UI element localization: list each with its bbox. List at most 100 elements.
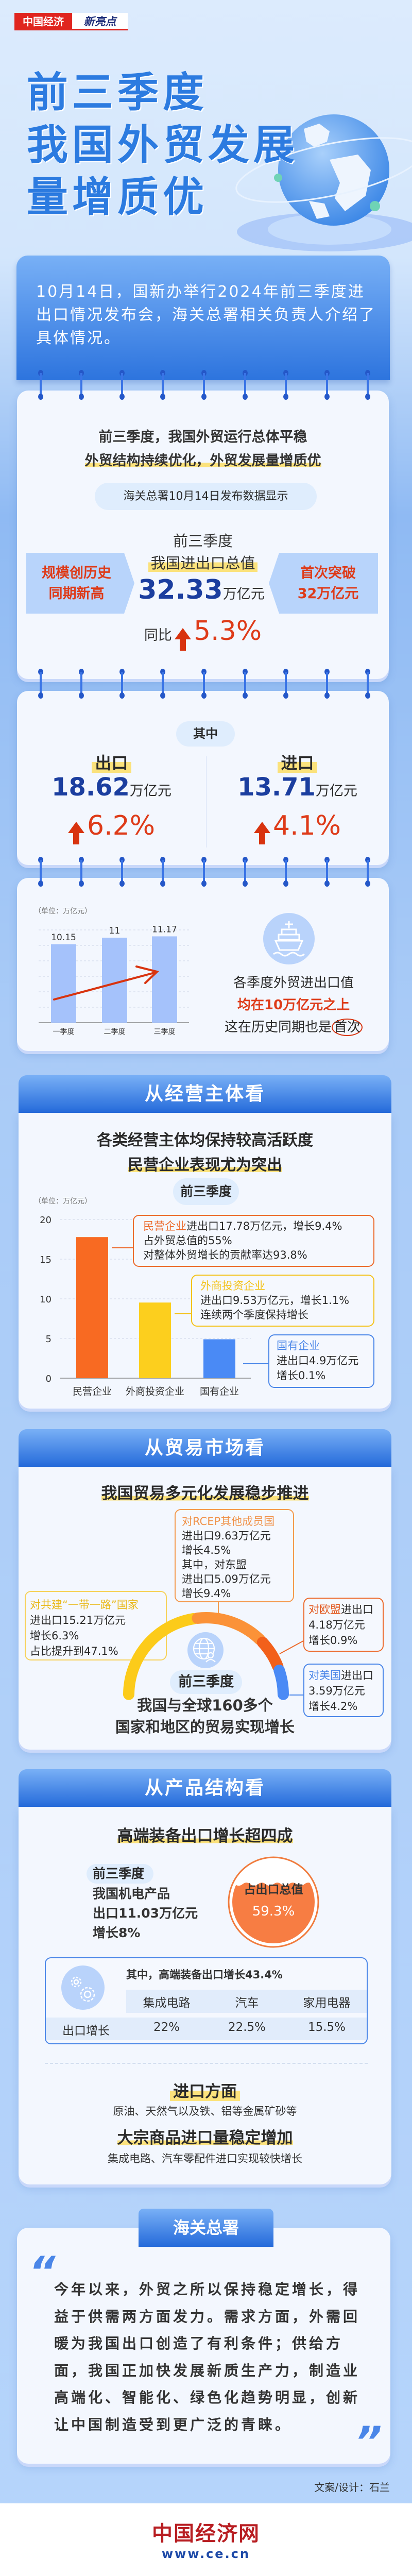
quarterly-note-line-3: 这在历史同期也是 首次 [206, 1016, 381, 1039]
quarterly-card [17, 878, 389, 1051]
y-tick-label: 10 [40, 1294, 52, 1305]
right-badge-line-2: 32万亿元 [297, 586, 359, 602]
yoy-label: 同比 [144, 628, 172, 643]
entities-unit-label: （单位：万亿元） [34, 1197, 92, 1206]
callout-belt-road: 对共建“一带一路”国家 进出口15.21万亿元 增长6.3% 占比提升到47.1… [25, 1591, 167, 1660]
callout-state: 国有企业 进出口4.9万亿元 增长0.1% [268, 1334, 374, 1388]
left-badge: 规模创历史 同期新高 [26, 563, 127, 604]
import-section-title-text: 进口方面 [170, 2082, 240, 2101]
binder-ring-icon [119, 857, 125, 887]
close-quote-icon: ” [355, 2418, 382, 2466]
export-growth-value: 6.2% [87, 810, 156, 841]
table-cell: 15.5% [307, 2021, 346, 2034]
connector-line [175, 1313, 191, 1314]
gears-icon [61, 1965, 105, 2010]
quarterly-unit-label: （单位：万亿元） [34, 907, 92, 916]
binder-ring-icon [243, 857, 248, 887]
bar-value-label: 10.15 [51, 933, 76, 943]
share-gauge [228, 1856, 319, 1948]
binder-ring-icon [79, 669, 84, 699]
callout-belt-road-line: 占比提升到47.1% [30, 1645, 118, 1657]
callout-us: 对美国进出口 3.59万亿元 增长4.2% [303, 1664, 384, 1717]
entities-heading-2: 民营企业表现尤为突出 [19, 1152, 391, 1175]
import-highlight: 大宗商品进口量稳定增加 [19, 2125, 391, 2148]
share-fill [232, 1883, 315, 1943]
yoy-value: 5.3% [194, 616, 262, 647]
left-badge-line-1: 规模创历史 [42, 565, 111, 581]
bar-一季度 [51, 944, 76, 1023]
callout-eu: 对欧盟进出口 4.18万亿元 增长0.9% [303, 1598, 384, 1652]
callout-foreign-title: 外商投资企业 [200, 1280, 265, 1292]
ship-icon [263, 913, 315, 964]
left-badge-line-2: 同期新高 [48, 586, 105, 602]
globe-people-icon [187, 1632, 224, 1668]
binder-ring-icon [201, 857, 207, 887]
arc-segment-3 [256, 1636, 284, 1672]
y-tick-label: 0 [46, 1374, 52, 1384]
callout-belt-road-line: 增长6.3% [30, 1630, 79, 1642]
markets-heading: 我国贸易多元化发展稳步推进 [19, 1480, 391, 1503]
quarterly-note-line-3-text: 这在历史同期也是 [224, 1020, 332, 1035]
callout-belt-road-line: 进出口15.21万亿元 [30, 1614, 126, 1626]
bar-三季度 [152, 936, 177, 1023]
quarterly-note: 各季度外贸进出口值 均在10万亿元之上 这在历史同期也是 首次 [206, 972, 381, 1039]
callout-state-line: 进出口4.9万亿元 [277, 1354, 359, 1367]
markets-pill: 前三季度 [170, 1670, 242, 1694]
bar-value-label: 11 [109, 926, 121, 936]
quarterly-note-line-1: 各季度外贸进出口值 [233, 975, 354, 991]
page-title-line-1: 前三季度 [27, 69, 208, 116]
binder-ring-icon [201, 669, 207, 699]
overview-heading-1: 前三季度，我国外贸运行总体平稳 [98, 429, 307, 445]
callout-rcep: 对RCEP其他成员国 进出口9.63万亿元 增长4.5% 其中，对东盟 进出口5… [175, 1509, 294, 1602]
share-value: 59.3% [252, 1904, 295, 1919]
table-header-cell: 集成电路 [143, 1996, 191, 2010]
trend-arrow-icon [53, 965, 160, 1001]
binder-ring-icon [283, 857, 288, 887]
import-growth-value: 4.1% [272, 810, 341, 841]
binder-ring-icon [324, 370, 330, 400]
arc-segment-4 [273, 1665, 289, 1700]
binder-ring-icon [160, 669, 165, 699]
callout-rcep-line: 增长4.5% [182, 1544, 231, 1556]
total-value-unit: 万亿元 [222, 586, 265, 602]
callout-rcep-line: 进出口9.63万亿元 [182, 1530, 271, 1542]
markets-summary-line-1: 我国与全球160多个 [137, 1697, 273, 1714]
callout-foreign-line: 进出口9.53万亿元，增长1.1% [200, 1294, 350, 1307]
callout-rcep-line: 进出口5.09万亿元 [182, 1573, 271, 1585]
overview-card [17, 391, 389, 679]
yoy-growth: 同比 5.3% [17, 616, 389, 651]
callout-eu-title: 对欧盟 [308, 1603, 341, 1616]
category-label: 一季度 [53, 1028, 75, 1036]
category-label: 三季度 [154, 1028, 176, 1036]
products-line: 出口11.03万亿元 [93, 1906, 198, 1921]
connector-line [218, 1602, 219, 1615]
breakdown-pill: 其中 [176, 721, 235, 747]
entities-heading-1: 各类经营主体均保持较高活跃度 [97, 1131, 313, 1149]
binder-ring-icon [119, 669, 125, 699]
category-label: 国有企业 [200, 1386, 239, 1397]
footer-url[interactable]: www.ce.cn [161, 2547, 251, 2561]
import-highlight-text: 大宗商品进口量稳定增加 [117, 2129, 293, 2147]
binder-ring-icon [324, 857, 330, 887]
overview-heading-2: 外贸结构持续优化，外贸发展量增质优 [17, 449, 389, 469]
section-header-entities: 从经营主体看 [19, 1075, 391, 1113]
intro-text: 10月14日，国新办举行2024年前三季度进出口情况发布会，海关总署相关负责人介… [36, 283, 376, 347]
divider [45, 2063, 368, 2064]
callout-foreign-line: 连续两个季度保持增长 [200, 1309, 308, 1321]
brand-logo-right: 新亮点 [72, 13, 128, 30]
binder-ring-icon [201, 370, 207, 400]
export-value-number: 18.62 [52, 773, 130, 802]
footer-logo: 中国经济网 [152, 2522, 260, 2546]
metric-label-text: 我国进出口总值 [148, 554, 258, 572]
import-line-1: 原油、天然气以及铁、铝等金属矿砂等 [113, 2105, 297, 2117]
total-value-number: 32.33 [138, 574, 223, 605]
left-badge-bg [26, 553, 134, 614]
entities-heading-2-text: 民营企业表现尤为突出 [128, 1156, 282, 1174]
products-line: 我国机电产品 [93, 1886, 170, 1901]
callout-private-line: 对整体外贸增长的贡献率达93.8% [143, 1249, 307, 1261]
right-badge: 首次突破 32万亿元 [278, 563, 378, 604]
table-cell: 22% [153, 2021, 180, 2034]
products-line: 增长8% [93, 1925, 141, 1940]
connector-line [112, 1247, 133, 1248]
binder-ring-icon [38, 857, 43, 887]
